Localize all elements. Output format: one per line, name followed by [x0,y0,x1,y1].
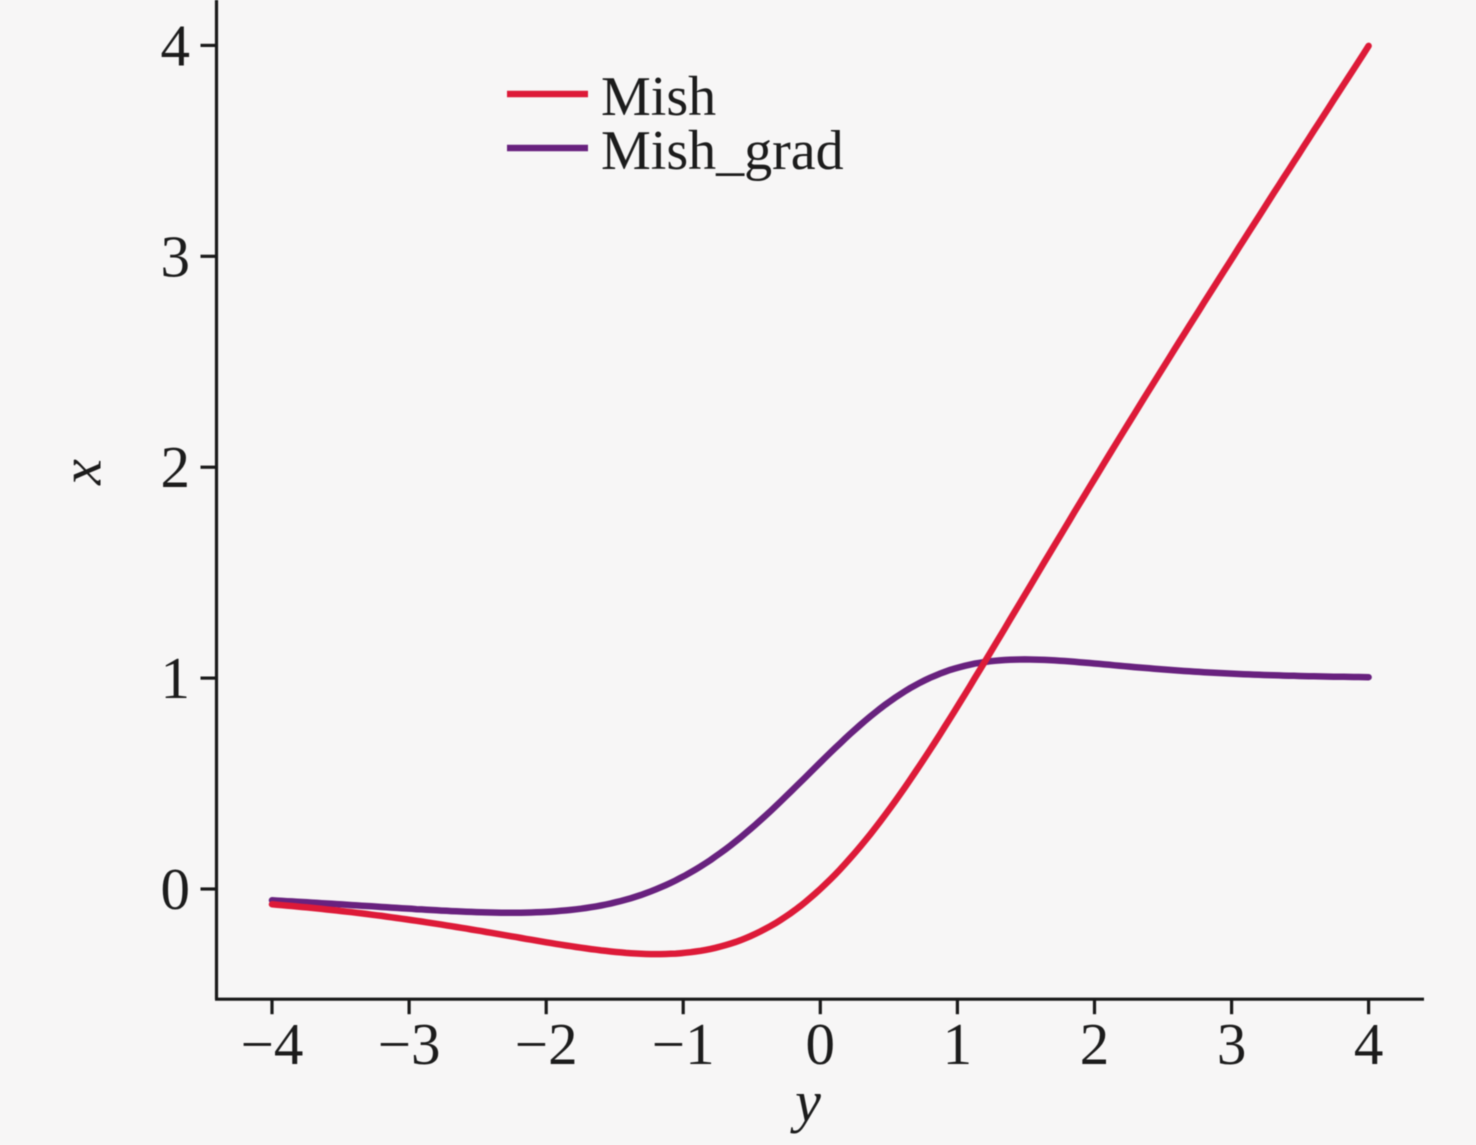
svg-text:1: 1 [943,1011,973,1077]
svg-text:2: 2 [161,434,191,500]
svg-text:0: 0 [161,856,191,922]
svg-text:3: 3 [1217,1011,1247,1077]
svg-text:1: 1 [161,645,191,711]
svg-text:x: x [48,459,113,486]
svg-text:−3: −3 [378,1011,441,1077]
svg-text:y: y [790,1069,821,1134]
svg-text:4: 4 [161,12,191,78]
svg-text:Mish: Mish [601,66,716,128]
svg-text:−2: −2 [515,1011,578,1077]
svg-text:3: 3 [161,223,191,289]
svg-text:−1: −1 [652,1011,715,1077]
svg-text:Mish_grad: Mish_grad [601,120,844,182]
svg-text:2: 2 [1080,1011,1110,1077]
svg-text:4: 4 [1354,1011,1384,1077]
svg-text:−4: −4 [241,1011,304,1077]
svg-text:0: 0 [806,1011,836,1077]
